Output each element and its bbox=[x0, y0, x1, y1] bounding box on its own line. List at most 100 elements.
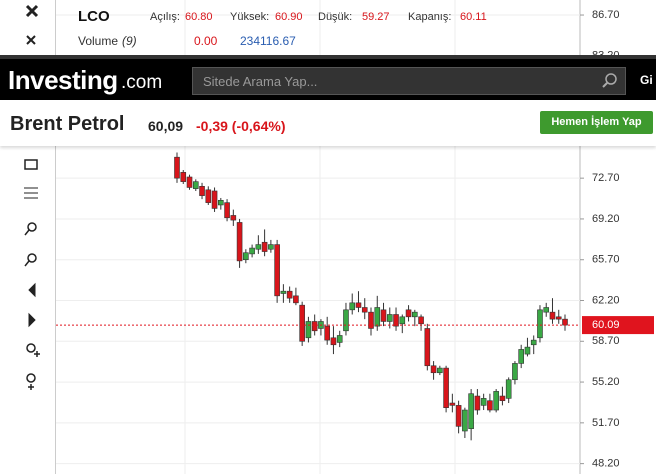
candle-body bbox=[430, 365, 437, 374]
last-price-label: 60.09 bbox=[592, 319, 620, 331]
open-value: 60.80 bbox=[185, 11, 213, 23]
login[interactable]: Gi bbox=[640, 73, 653, 87]
candle-body bbox=[186, 176, 193, 188]
candle-body bbox=[305, 321, 312, 339]
candle-body bbox=[518, 349, 524, 364]
y-tick-label: 48.20 bbox=[592, 458, 620, 470]
candle-body bbox=[368, 311, 374, 329]
candle-body bbox=[349, 302, 356, 311]
candle-body bbox=[530, 339, 537, 346]
candle-body bbox=[330, 337, 337, 346]
volume-change: 0.00 bbox=[194, 34, 218, 48]
instrument-change: -0,39 (-0,64%) bbox=[196, 118, 286, 134]
y-tick-label: 62.20 bbox=[592, 294, 620, 306]
open-label: Açılış: bbox=[150, 11, 180, 23]
candle-body bbox=[412, 311, 418, 318]
candle-body bbox=[324, 325, 330, 341]
candle-body bbox=[255, 244, 262, 250]
low-label: Düşük: bbox=[318, 11, 353, 23]
candle-body bbox=[499, 395, 506, 402]
y-tick-label: 69.20 bbox=[592, 213, 620, 225]
candle-body bbox=[336, 335, 343, 343]
candle-body bbox=[462, 409, 468, 432]
candle-body bbox=[543, 307, 550, 313]
candle-body bbox=[549, 311, 556, 320]
candle-body bbox=[280, 290, 287, 294]
candle-body bbox=[374, 307, 381, 327]
candle-body bbox=[393, 314, 399, 327]
search-placeholder: Sitede Arama Yap... bbox=[203, 74, 318, 89]
candle-body bbox=[249, 247, 255, 255]
candle-body bbox=[455, 405, 462, 427]
search-icon[interactable] bbox=[601, 72, 619, 90]
high-label: Yüksek: bbox=[230, 11, 270, 23]
search-box[interactable]: Sitede Arama Yap... bbox=[192, 67, 626, 95]
candle-body bbox=[211, 190, 218, 209]
logo-suffix: .com bbox=[121, 72, 163, 93]
candle-body bbox=[537, 309, 543, 339]
candle-body bbox=[268, 244, 274, 250]
candle-body bbox=[286, 290, 293, 299]
y-tick-label: 55.20 bbox=[592, 376, 620, 388]
candle-body bbox=[505, 379, 512, 399]
candle-body bbox=[562, 318, 568, 326]
trade-button[interactable]: Hemen İşlem Yap bbox=[540, 111, 653, 134]
candle-body bbox=[468, 393, 474, 429]
candle-body bbox=[361, 307, 368, 313]
title-bar: Brent Petrol 60,09 -0,39 (-0,64%) Hemen … bbox=[0, 100, 656, 146]
candle-body bbox=[311, 321, 318, 332]
candle-body bbox=[487, 400, 493, 411]
candle-body bbox=[424, 328, 431, 367]
y-tick-label: 86.70 bbox=[592, 9, 620, 21]
candle-body bbox=[399, 316, 406, 325]
candle-body bbox=[261, 241, 268, 252]
candle-body bbox=[524, 346, 531, 355]
candle-body bbox=[405, 309, 412, 318]
volume-value: 234116.67 bbox=[240, 34, 296, 48]
y-tick-label: 72.70 bbox=[592, 172, 620, 184]
instrument-name: Brent Petrol bbox=[10, 113, 125, 135]
y-tick-label: 58.70 bbox=[592, 335, 620, 347]
symbol: LCO bbox=[78, 8, 110, 25]
candle-body bbox=[236, 222, 243, 262]
close-label: Kapanış: bbox=[408, 11, 452, 23]
instrument-price: 60,09 bbox=[148, 118, 184, 134]
last-price-box bbox=[582, 316, 654, 335]
candle-body bbox=[243, 252, 249, 261]
candle-body bbox=[205, 189, 212, 203]
candle-body bbox=[293, 295, 299, 304]
chart-header: LCO Açılış: 60.80 Yüksek: 60.90 Düşük: 5… bbox=[0, 0, 580, 56]
y-tick-label: 65.70 bbox=[592, 254, 620, 266]
candle-body bbox=[343, 309, 349, 332]
candle-body bbox=[493, 391, 499, 411]
nav-bar: Investing .com Sitede Arama Yap... Gi bbox=[0, 55, 656, 100]
logo[interactable]: Investing bbox=[8, 65, 118, 95]
y-tick-label: 51.70 bbox=[592, 417, 620, 429]
volume-label: Volume bbox=[78, 34, 119, 48]
candle-body bbox=[299, 304, 305, 342]
close-value: 60.11 bbox=[460, 11, 487, 23]
candle-body bbox=[449, 402, 456, 406]
candle-body bbox=[480, 398, 487, 406]
candle-body bbox=[199, 186, 205, 196]
volume-period: (9) bbox=[122, 34, 137, 48]
candle-body bbox=[386, 314, 393, 322]
candle-body bbox=[474, 395, 481, 411]
high-value: 60.90 bbox=[275, 11, 303, 23]
candle-body bbox=[224, 202, 230, 219]
candle-body bbox=[218, 199, 224, 206]
candle-body bbox=[555, 316, 562, 320]
candle-body bbox=[180, 172, 187, 182]
candle-body bbox=[192, 181, 199, 189]
candle-body bbox=[443, 367, 449, 409]
candle-body bbox=[437, 367, 443, 374]
candle-body bbox=[230, 215, 237, 221]
low-value: 59.27 bbox=[362, 11, 390, 23]
candle-body bbox=[380, 309, 387, 322]
candle-body bbox=[274, 244, 280, 297]
candle-body bbox=[174, 156, 180, 179]
candle-body bbox=[512, 363, 518, 381]
candle-body bbox=[355, 302, 362, 308]
candle-body bbox=[418, 316, 424, 325]
